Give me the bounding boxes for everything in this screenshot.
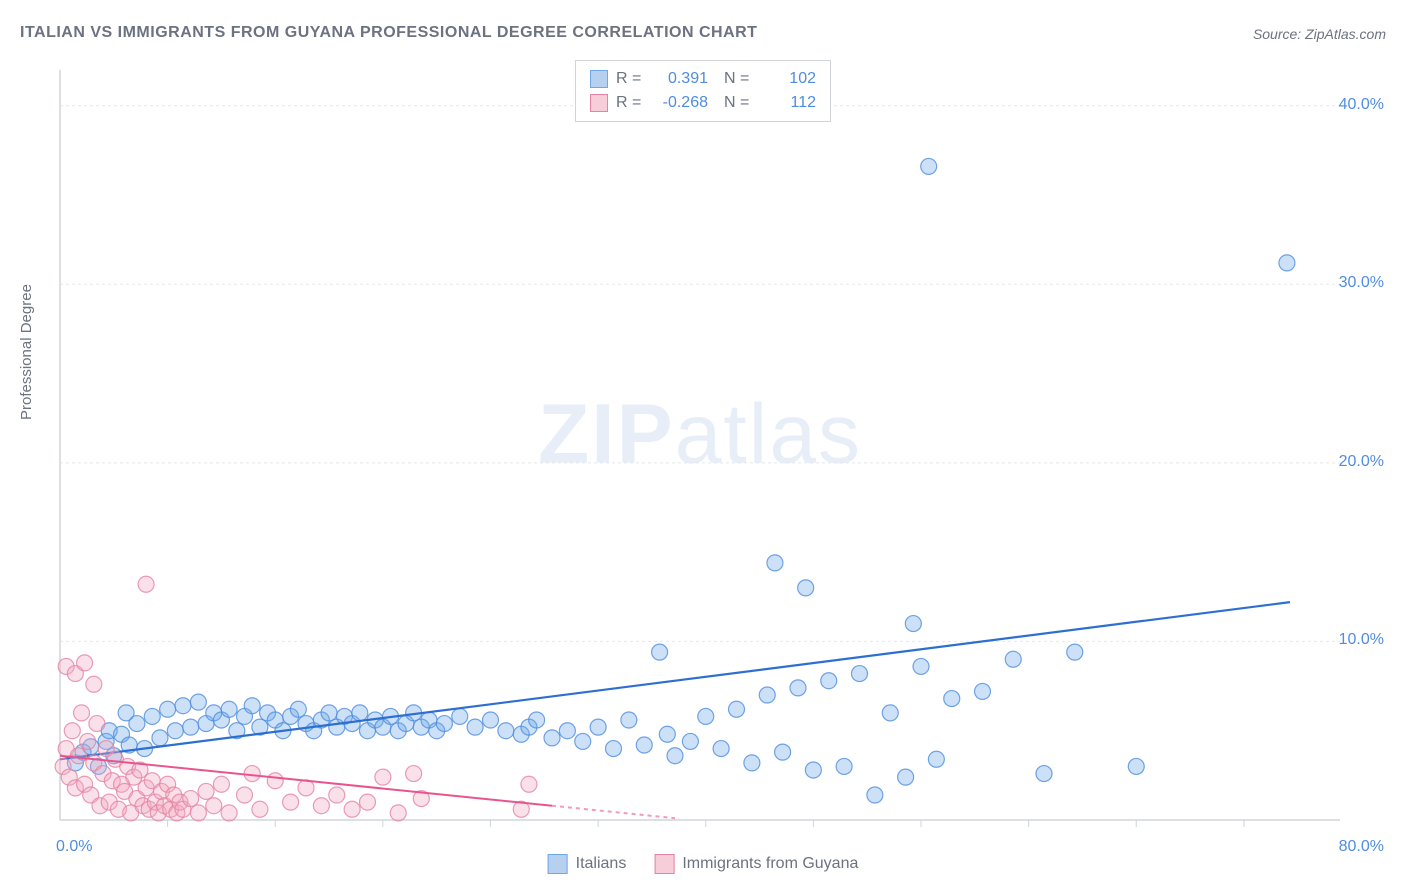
correlation-legend: R = 0.391 N = 102 R = -0.268 N = 112 [575, 60, 831, 122]
scatter-plot: ZIPatlas [50, 60, 1350, 840]
x-tick-label: 80.0% [1339, 838, 1384, 856]
series-legend: Italians Immigrants from Guyana [548, 854, 859, 874]
legend-swatch [654, 854, 674, 874]
plot-svg [50, 60, 1350, 840]
y-axis-label: Professional Degree [18, 284, 35, 420]
legend-swatch [590, 70, 608, 88]
r-label: R = [616, 67, 644, 91]
n-value: 102 [760, 67, 816, 91]
legend-item: Italians [548, 854, 627, 874]
legend-item: Immigrants from Guyana [654, 854, 858, 874]
y-tick-label: 30.0% [1339, 274, 1384, 292]
n-value: 112 [760, 91, 816, 115]
y-tick-label: 20.0% [1339, 453, 1384, 471]
x-tick-label: 0.0% [56, 838, 92, 856]
source-attribution: Source: ZipAtlas.com [1253, 26, 1386, 42]
n-label: N = [724, 67, 752, 91]
chart-title: ITALIAN VS IMMIGRANTS FROM GUYANA PROFES… [20, 24, 757, 42]
n-label: N = [724, 91, 752, 115]
y-tick-label: 10.0% [1339, 631, 1384, 649]
y-tick-label: 40.0% [1339, 96, 1384, 114]
legend-swatch [548, 854, 568, 874]
legend-row: R = -0.268 N = 112 [590, 91, 816, 115]
legend-label: Italians [576, 855, 627, 873]
legend-swatch [590, 94, 608, 112]
r-value: 0.391 [652, 67, 708, 91]
r-value: -0.268 [652, 91, 708, 115]
legend-label: Immigrants from Guyana [682, 855, 858, 873]
r-label: R = [616, 91, 644, 115]
legend-row: R = 0.391 N = 102 [590, 67, 816, 91]
